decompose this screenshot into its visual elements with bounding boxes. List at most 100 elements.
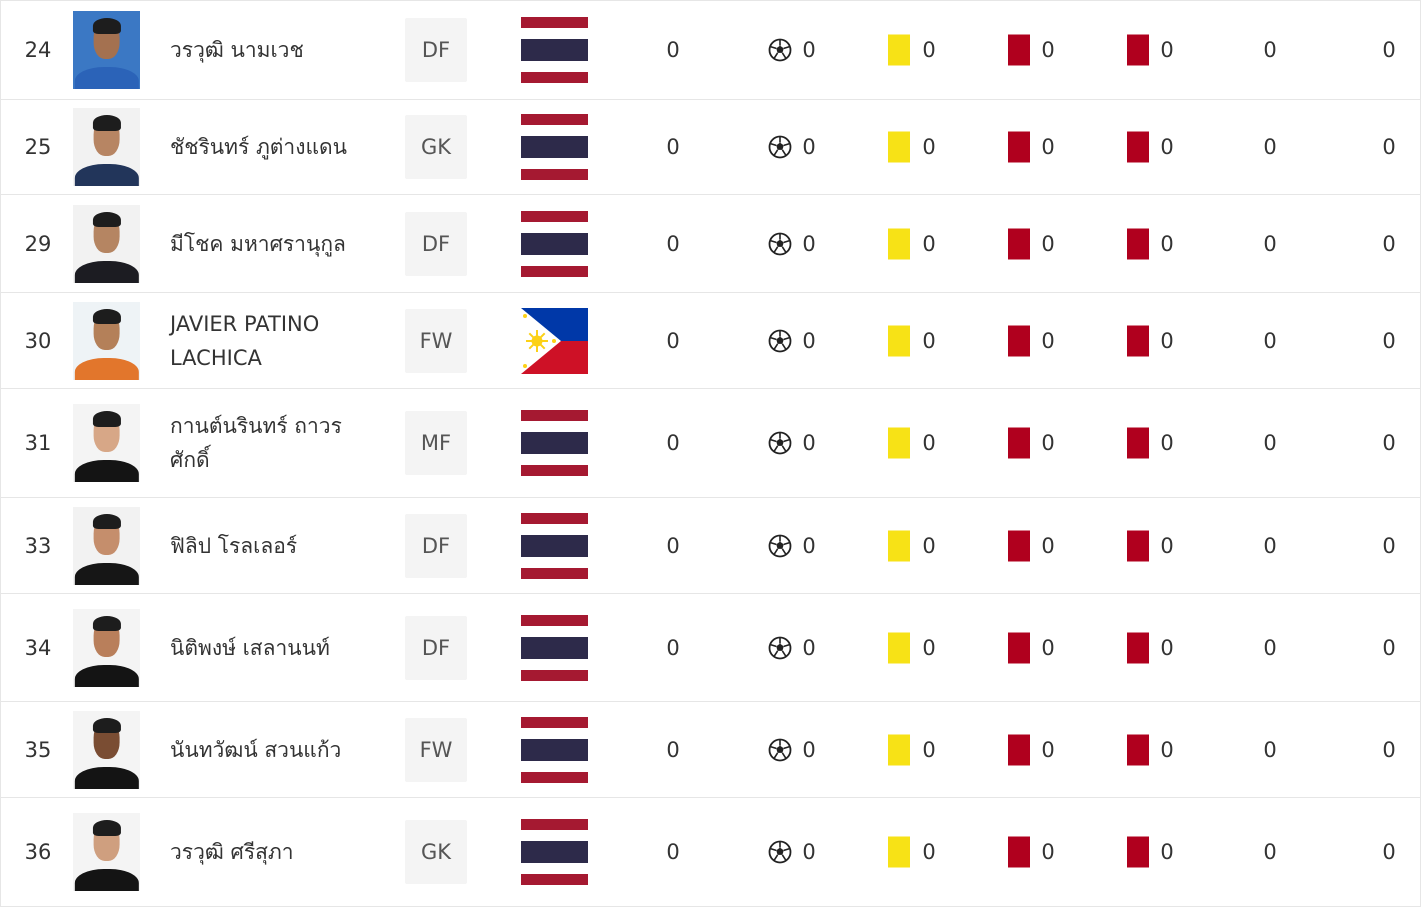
nationality-flag <box>521 512 588 579</box>
player-name[interactable]: นันทวัฒน์ สวนแก้ว <box>170 737 342 762</box>
player-photo[interactable] <box>73 506 140 585</box>
yellow-cards-value: 0 <box>922 635 936 660</box>
squad-number: 36 <box>24 840 52 864</box>
second-yellow-red-card-icon <box>1127 427 1149 459</box>
player-name[interactable]: ฟิลิป โรลเลอร์ <box>170 533 298 558</box>
red-card-icon <box>1008 427 1030 459</box>
yellow-cards-value: 0 <box>922 431 936 455</box>
soccer-ball-icon <box>768 840 792 864</box>
position-badge: DF <box>405 615 467 680</box>
goals-value: 0 <box>802 635 816 660</box>
red-card-icon <box>1008 228 1030 259</box>
stat-value: 0 <box>1382 840 1396 864</box>
second-yellow-red-card-icon <box>1127 530 1149 561</box>
player-photo[interactable] <box>73 204 140 283</box>
position-label: MF <box>420 431 452 455</box>
player-name[interactable]: JAVIER PATINO LACHICA <box>170 311 320 370</box>
yellow-card-icon <box>888 427 910 459</box>
soccer-ball-icon <box>768 329 792 352</box>
soccer-ball-icon <box>768 534 792 557</box>
stat-value: 0 <box>1263 38 1277 62</box>
second-yellow-red-card-icon <box>1127 734 1149 765</box>
goals-value: 0 <box>802 135 816 159</box>
player-name[interactable]: ชัชรินทร์ ภูต่างแดน <box>170 135 347 159</box>
player-row[interactable]: 33 ฟิลิป โรลเลอร์ DF 0 0 0 0 0 0 0 <box>1 498 1420 594</box>
player-photo[interactable] <box>73 608 140 687</box>
player-row[interactable]: 30 JAVIER PATINO LACHICA FW 0 0 0 0 0 0 … <box>1 293 1420 389</box>
red-cards-value: 0 <box>1041 737 1055 762</box>
position-badge: FW <box>405 308 467 373</box>
player-photo[interactable] <box>73 108 140 186</box>
goals-value: 0 <box>802 533 816 558</box>
red-cards-value: 0 <box>1041 635 1055 660</box>
appearances-value: 0 <box>666 135 680 159</box>
red-card-icon <box>1008 34 1030 66</box>
player-photo[interactable] <box>73 813 140 891</box>
player-row[interactable]: 29 มีโชค มหาศรานุกูล DF 0 0 0 0 0 0 0 <box>1 195 1420 293</box>
player-name[interactable]: วรวุฒิ นามเวช <box>170 38 304 62</box>
stat-value: 0 <box>1263 431 1277 455</box>
player-row[interactable]: 34 นิติพงษ์ เสลานนท์ DF 0 0 0 0 0 0 0 <box>1 594 1420 702</box>
goals-value: 0 <box>802 38 816 62</box>
thailand-flag-icon <box>521 210 588 277</box>
player-name[interactable]: กานต์นรินทร์ ถาวรศักดิ์ <box>170 414 342 472</box>
player-photo[interactable] <box>73 301 140 380</box>
stat-value: 0 <box>1382 533 1396 558</box>
nationality-flag <box>521 114 588 180</box>
player-row[interactable]: 31 กานต์นรินทร์ ถาวรศักดิ์ MF 0 0 0 0 0 … <box>1 389 1420 498</box>
red-cards-value: 0 <box>1041 135 1055 159</box>
player-row[interactable]: 24 วรวุฒิ นามเวช DF 0 0 0 0 0 0 0 <box>1 0 1420 100</box>
soccer-ball-icon <box>768 38 792 62</box>
player-name[interactable]: นิติพงษ์ เสลานนท์ <box>170 635 330 660</box>
player-row[interactable]: 25 ชัชรินทร์ ภูต่างแดน GK 0 0 0 0 0 0 0 <box>1 100 1420 195</box>
player-name[interactable]: วรวุฒิ ศรีสุภา <box>170 840 294 864</box>
appearances-value: 0 <box>666 533 680 558</box>
second-yellow-value: 0 <box>1160 135 1174 159</box>
position-label: DF <box>421 533 451 558</box>
second-yellow-red-card-icon <box>1127 836 1149 868</box>
appearances-value: 0 <box>666 328 680 353</box>
player-photo[interactable] <box>73 404 140 482</box>
red-cards-value: 0 <box>1041 533 1055 558</box>
yellow-card-icon <box>888 325 910 356</box>
yellow-card-icon <box>888 131 910 163</box>
position-badge: GK <box>405 115 467 179</box>
goals-value: 0 <box>802 328 816 353</box>
squad-number: 31 <box>24 431 52 455</box>
red-cards-value: 0 <box>1041 231 1055 256</box>
goals-value: 0 <box>802 737 816 762</box>
squad-number: 25 <box>24 135 52 159</box>
yellow-card-icon <box>888 734 910 765</box>
squad-number: 34 <box>24 635 52 660</box>
red-card-icon <box>1008 734 1030 765</box>
player-photo[interactable] <box>73 710 140 789</box>
stat-value: 0 <box>1263 840 1277 864</box>
player-name[interactable]: มีโชค มหาศรานุกูล <box>170 231 346 256</box>
soccer-ball-icon <box>768 135 792 159</box>
squad-number: 24 <box>24 38 52 62</box>
second-yellow-value: 0 <box>1160 38 1174 62</box>
soccer-ball-icon <box>768 431 792 455</box>
player-row[interactable]: 35 นันทวัฒน์ สวนแก้ว FW 0 0 0 0 0 0 0 <box>1 702 1420 798</box>
position-label: FW <box>419 737 453 762</box>
player-row[interactable]: 36 วรวุฒิ ศรีสุภา GK 0 0 0 0 0 0 0 <box>1 798 1420 907</box>
red-card-icon <box>1008 632 1030 663</box>
second-yellow-value: 0 <box>1160 533 1174 558</box>
goals-value: 0 <box>802 431 816 455</box>
red-cards-value: 0 <box>1041 38 1055 62</box>
red-card-icon <box>1008 836 1030 868</box>
red-cards-value: 0 <box>1041 328 1055 353</box>
appearances-value: 0 <box>666 840 680 864</box>
appearances-value: 0 <box>666 38 680 62</box>
second-yellow-value: 0 <box>1160 431 1174 455</box>
nationality-flag <box>521 307 588 374</box>
yellow-card-icon <box>888 632 910 663</box>
player-photo[interactable] <box>73 11 140 89</box>
squad-number: 35 <box>24 737 52 762</box>
thailand-flag-icon <box>521 614 588 681</box>
second-yellow-value: 0 <box>1160 635 1174 660</box>
stat-value: 0 <box>1263 533 1277 558</box>
second-yellow-red-card-icon <box>1127 131 1149 163</box>
stat-value: 0 <box>1382 38 1396 62</box>
